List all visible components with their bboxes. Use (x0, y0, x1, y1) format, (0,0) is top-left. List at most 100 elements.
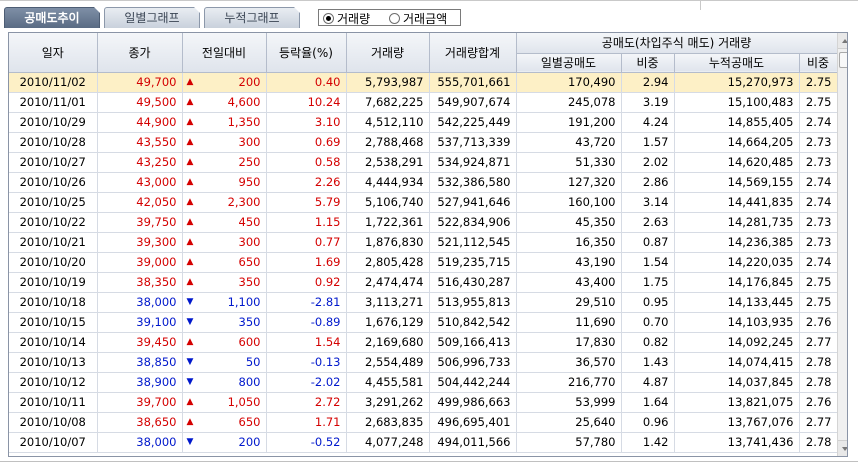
cell-cum-ratio: 2.73 (799, 152, 838, 173)
cell-daily-ratio: 4.87 (621, 372, 675, 393)
cell-date: 2010/10/18 (9, 292, 98, 313)
cell-close: 39,000 (97, 252, 183, 273)
radio-volume[interactable]: 거래량 (323, 11, 371, 26)
tab-label: 일별그래프 (124, 11, 180, 25)
table-row[interactable]: 2010/10/22 39,750 ▲ 450 1.15 1,722,361 522,834… (9, 212, 838, 233)
up-arrow-icon: ▲ (186, 417, 194, 427)
table-row[interactable]: 2010/10/26 43,000 ▲ 950 2.26 4,444,934 532,386… (9, 172, 838, 193)
radio-amount[interactable]: 거래금액 (389, 11, 447, 26)
header-cum-short[interactable]: 누적공매도 (674, 53, 800, 73)
header-date[interactable]: 일자 (9, 33, 98, 73)
table-row[interactable]: 2010/10/18 38,000 ▼ 1,100 -2.81 3,113,271 513,… (9, 292, 838, 313)
vertical-scrollbar[interactable] (837, 33, 847, 456)
cell-daily-ratio: 2.63 (621, 212, 675, 233)
tab-cumulative-graph[interactable]: 누적그래프 (204, 7, 300, 28)
tab-corner (194, 7, 200, 13)
table-row[interactable]: 2010/10/20 39,000 ▲ 650 1.69 2,805,428 519,235… (9, 252, 838, 273)
cell-close: 38,000 (97, 432, 183, 453)
cell-volume-total: 516,430,287 (429, 272, 517, 293)
cell-close: 43,000 (97, 172, 183, 193)
cell-daily-short: 191,200 (516, 112, 622, 133)
cell-cum-short: 14,220,035 (674, 252, 800, 273)
table-row[interactable]: 2010/10/07 38,000 ▼ 200 -0.52 4,077,248 494,01… (9, 432, 838, 453)
table-row[interactable]: 2010/10/15 39,100 ▼ 350 -0.89 1,676,129 510,84… (9, 312, 838, 333)
table-row[interactable]: 2010/10/28 43,550 ▲ 300 0.69 2,788,468 537,713… (9, 132, 838, 153)
cell-close: 39,100 (97, 312, 183, 333)
scroll-up-icon[interactable] (838, 33, 847, 49)
cell-volume-total: 549,907,674 (429, 92, 517, 113)
table-row[interactable]: 2010/10/14 39,450 ▲ 600 1.54 2,169,680 509,166… (9, 332, 838, 353)
cell-change: ▲ 2,300 (182, 192, 267, 213)
radio-checked-icon[interactable] (323, 12, 334, 24)
scroll-thumb[interactable] (839, 52, 847, 68)
cell-cum-short: 14,092,245 (674, 332, 800, 353)
cell-change: ▲ 650 (182, 412, 267, 433)
cell-volume: 2,554,489 (346, 352, 430, 373)
cell-change: ▲ 600 (182, 332, 267, 353)
header-volume-total[interactable]: 거래량합계 (429, 33, 517, 73)
cell-date: 2010/10/14 (9, 332, 98, 353)
cell-cum-short: 14,103,935 (674, 312, 800, 333)
header-daily-ratio[interactable]: 비중 (621, 53, 675, 73)
cell-cum-ratio: 2.73 (799, 232, 838, 253)
cell-cum-short: 14,133,445 (674, 292, 800, 313)
table-row[interactable]: 2010/10/25 42,050 ▲ 2,300 5.79 5,106,740 527,9… (9, 192, 838, 213)
radio-label: 거래량 (337, 11, 371, 26)
scroll-down-icon[interactable] (838, 440, 847, 456)
cell-date: 2010/10/20 (9, 252, 98, 273)
header-change[interactable]: 전일대비 (182, 33, 267, 73)
tab-short-selling-trend[interactable]: 공매도추이 (4, 7, 100, 28)
cell-cum-ratio: 2.74 (799, 112, 838, 133)
header-volume[interactable]: 거래량 (346, 33, 430, 73)
down-arrow-icon: ▼ (186, 317, 194, 327)
table-row[interactable]: 2010/10/13 38,850 ▼ 50 -0.13 2,554,489 506,996… (9, 352, 838, 373)
cell-cum-ratio: 2.77 (799, 412, 838, 433)
cell-date: 2010/10/21 (9, 232, 98, 253)
cell-cum-short: 14,664,205 (674, 132, 800, 153)
header-short-selling-group: 공매도(차입주식 매도) 거래량 (516, 33, 838, 54)
radio-unchecked-icon[interactable] (389, 12, 400, 24)
cell-close: 44,900 (97, 112, 183, 133)
tab-daily-graph[interactable]: 일별그래프 (104, 7, 200, 28)
grid-rows: 2010/11/02 49,700 ▲ 200 0.40 5,793,987 555,701… (9, 72, 838, 453)
table-row[interactable]: 2010/10/21 39,300 ▲ 300 0.77 1,876,830 521,112… (9, 232, 838, 253)
header-close[interactable]: 종가 (97, 33, 183, 73)
cell-rate: 10.24 (266, 92, 347, 113)
cell-rate: 0.92 (266, 272, 347, 293)
table-row[interactable]: 2010/10/12 38,900 ▼ 800 -2.02 4,455,581 504,44… (9, 372, 838, 393)
table-row[interactable]: 2010/10/27 43,250 ▲ 250 0.58 2,538,291 534,924… (9, 152, 838, 173)
table-row[interactable]: 2010/11/02 49,700 ▲ 200 0.40 5,793,987 555,701… (9, 72, 838, 93)
cell-cum-ratio: 2.77 (799, 332, 838, 353)
cell-cum-ratio: 2.74 (799, 192, 838, 213)
cell-daily-ratio: 0.87 (621, 232, 675, 253)
cell-daily-ratio: 1.43 (621, 352, 675, 373)
tab-label: 누적그래프 (224, 11, 280, 25)
table-row[interactable]: 2010/10/08 38,650 ▲ 650 1.71 2,683,835 496,695… (9, 412, 838, 433)
cell-rate: -2.81 (266, 292, 347, 313)
header-daily-short[interactable]: 일별공매도 (516, 53, 622, 73)
cell-cum-ratio: 2.76 (799, 312, 838, 333)
cell-change-value: 50 (245, 355, 261, 369)
cell-volume: 1,876,830 (346, 232, 430, 253)
cell-change-value: 650 (238, 415, 261, 429)
cell-volume: 2,474,474 (346, 272, 430, 293)
cell-change-value: 1,350 (227, 115, 261, 129)
cell-cum-ratio: 2.75 (799, 272, 838, 293)
cell-change-value: 650 (238, 255, 261, 269)
cell-change-value: 200 (238, 74, 261, 89)
cell-rate: 2.72 (266, 392, 347, 413)
cell-change: ▲ 350 (182, 272, 267, 293)
table-row[interactable]: 2010/10/11 39,700 ▲ 1,050 2.72 3,291,262 499,9… (9, 392, 838, 413)
cell-change: ▼ 1,100 (182, 292, 267, 313)
table-row[interactable]: 2010/10/19 38,350 ▲ 350 0.92 2,474,474 516,430… (9, 272, 838, 293)
cell-cum-short: 14,236,385 (674, 232, 800, 253)
cell-daily-ratio: 1.42 (621, 432, 675, 453)
cell-rate: -0.52 (266, 432, 347, 453)
table-row[interactable]: 2010/10/29 44,900 ▲ 1,350 3.10 4,512,110 542,2… (9, 112, 838, 133)
header-rate[interactable]: 등락율(%) (266, 33, 347, 73)
header-cum-ratio[interactable]: 비중 (799, 53, 838, 73)
cell-change-value: 300 (238, 135, 261, 149)
table-row[interactable]: 2010/11/01 49,500 ▲ 4,600 10.24 7,682,225 549,… (9, 92, 838, 113)
cell-daily-ratio: 1.57 (621, 132, 675, 153)
cell-cum-short: 14,441,835 (674, 192, 800, 213)
